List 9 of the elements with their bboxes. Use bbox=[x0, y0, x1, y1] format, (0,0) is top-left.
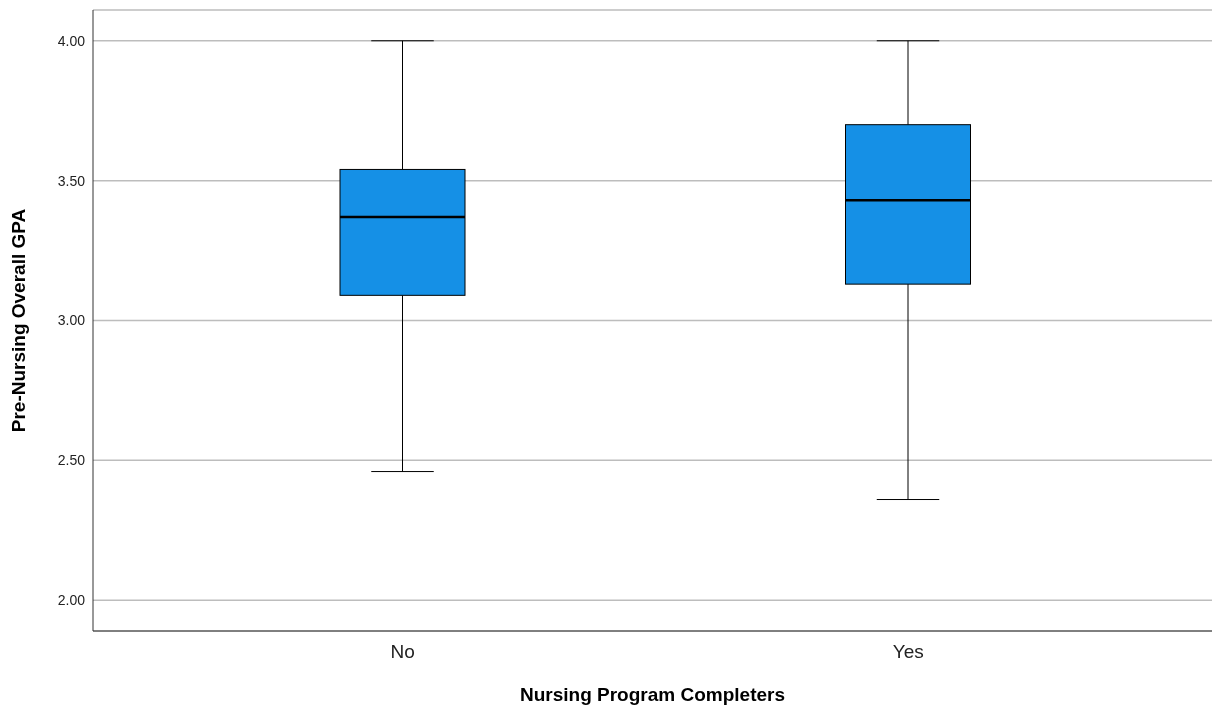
y-tick-label: 3.00 bbox=[57, 312, 86, 329]
y-tick-label: 3.50 bbox=[57, 172, 86, 189]
y-axis-title: Pre-Nursing Overall GPA bbox=[7, 208, 29, 433]
y-tick-label: 2.50 bbox=[57, 452, 86, 469]
x-tick-label: Yes bbox=[892, 641, 924, 663]
y-tick-label: 4.00 bbox=[57, 32, 86, 49]
x-tick-label: No bbox=[390, 641, 415, 663]
y-tick-label: 2.00 bbox=[57, 592, 86, 609]
x-axis-title: Nursing Program Completers bbox=[520, 684, 785, 705]
